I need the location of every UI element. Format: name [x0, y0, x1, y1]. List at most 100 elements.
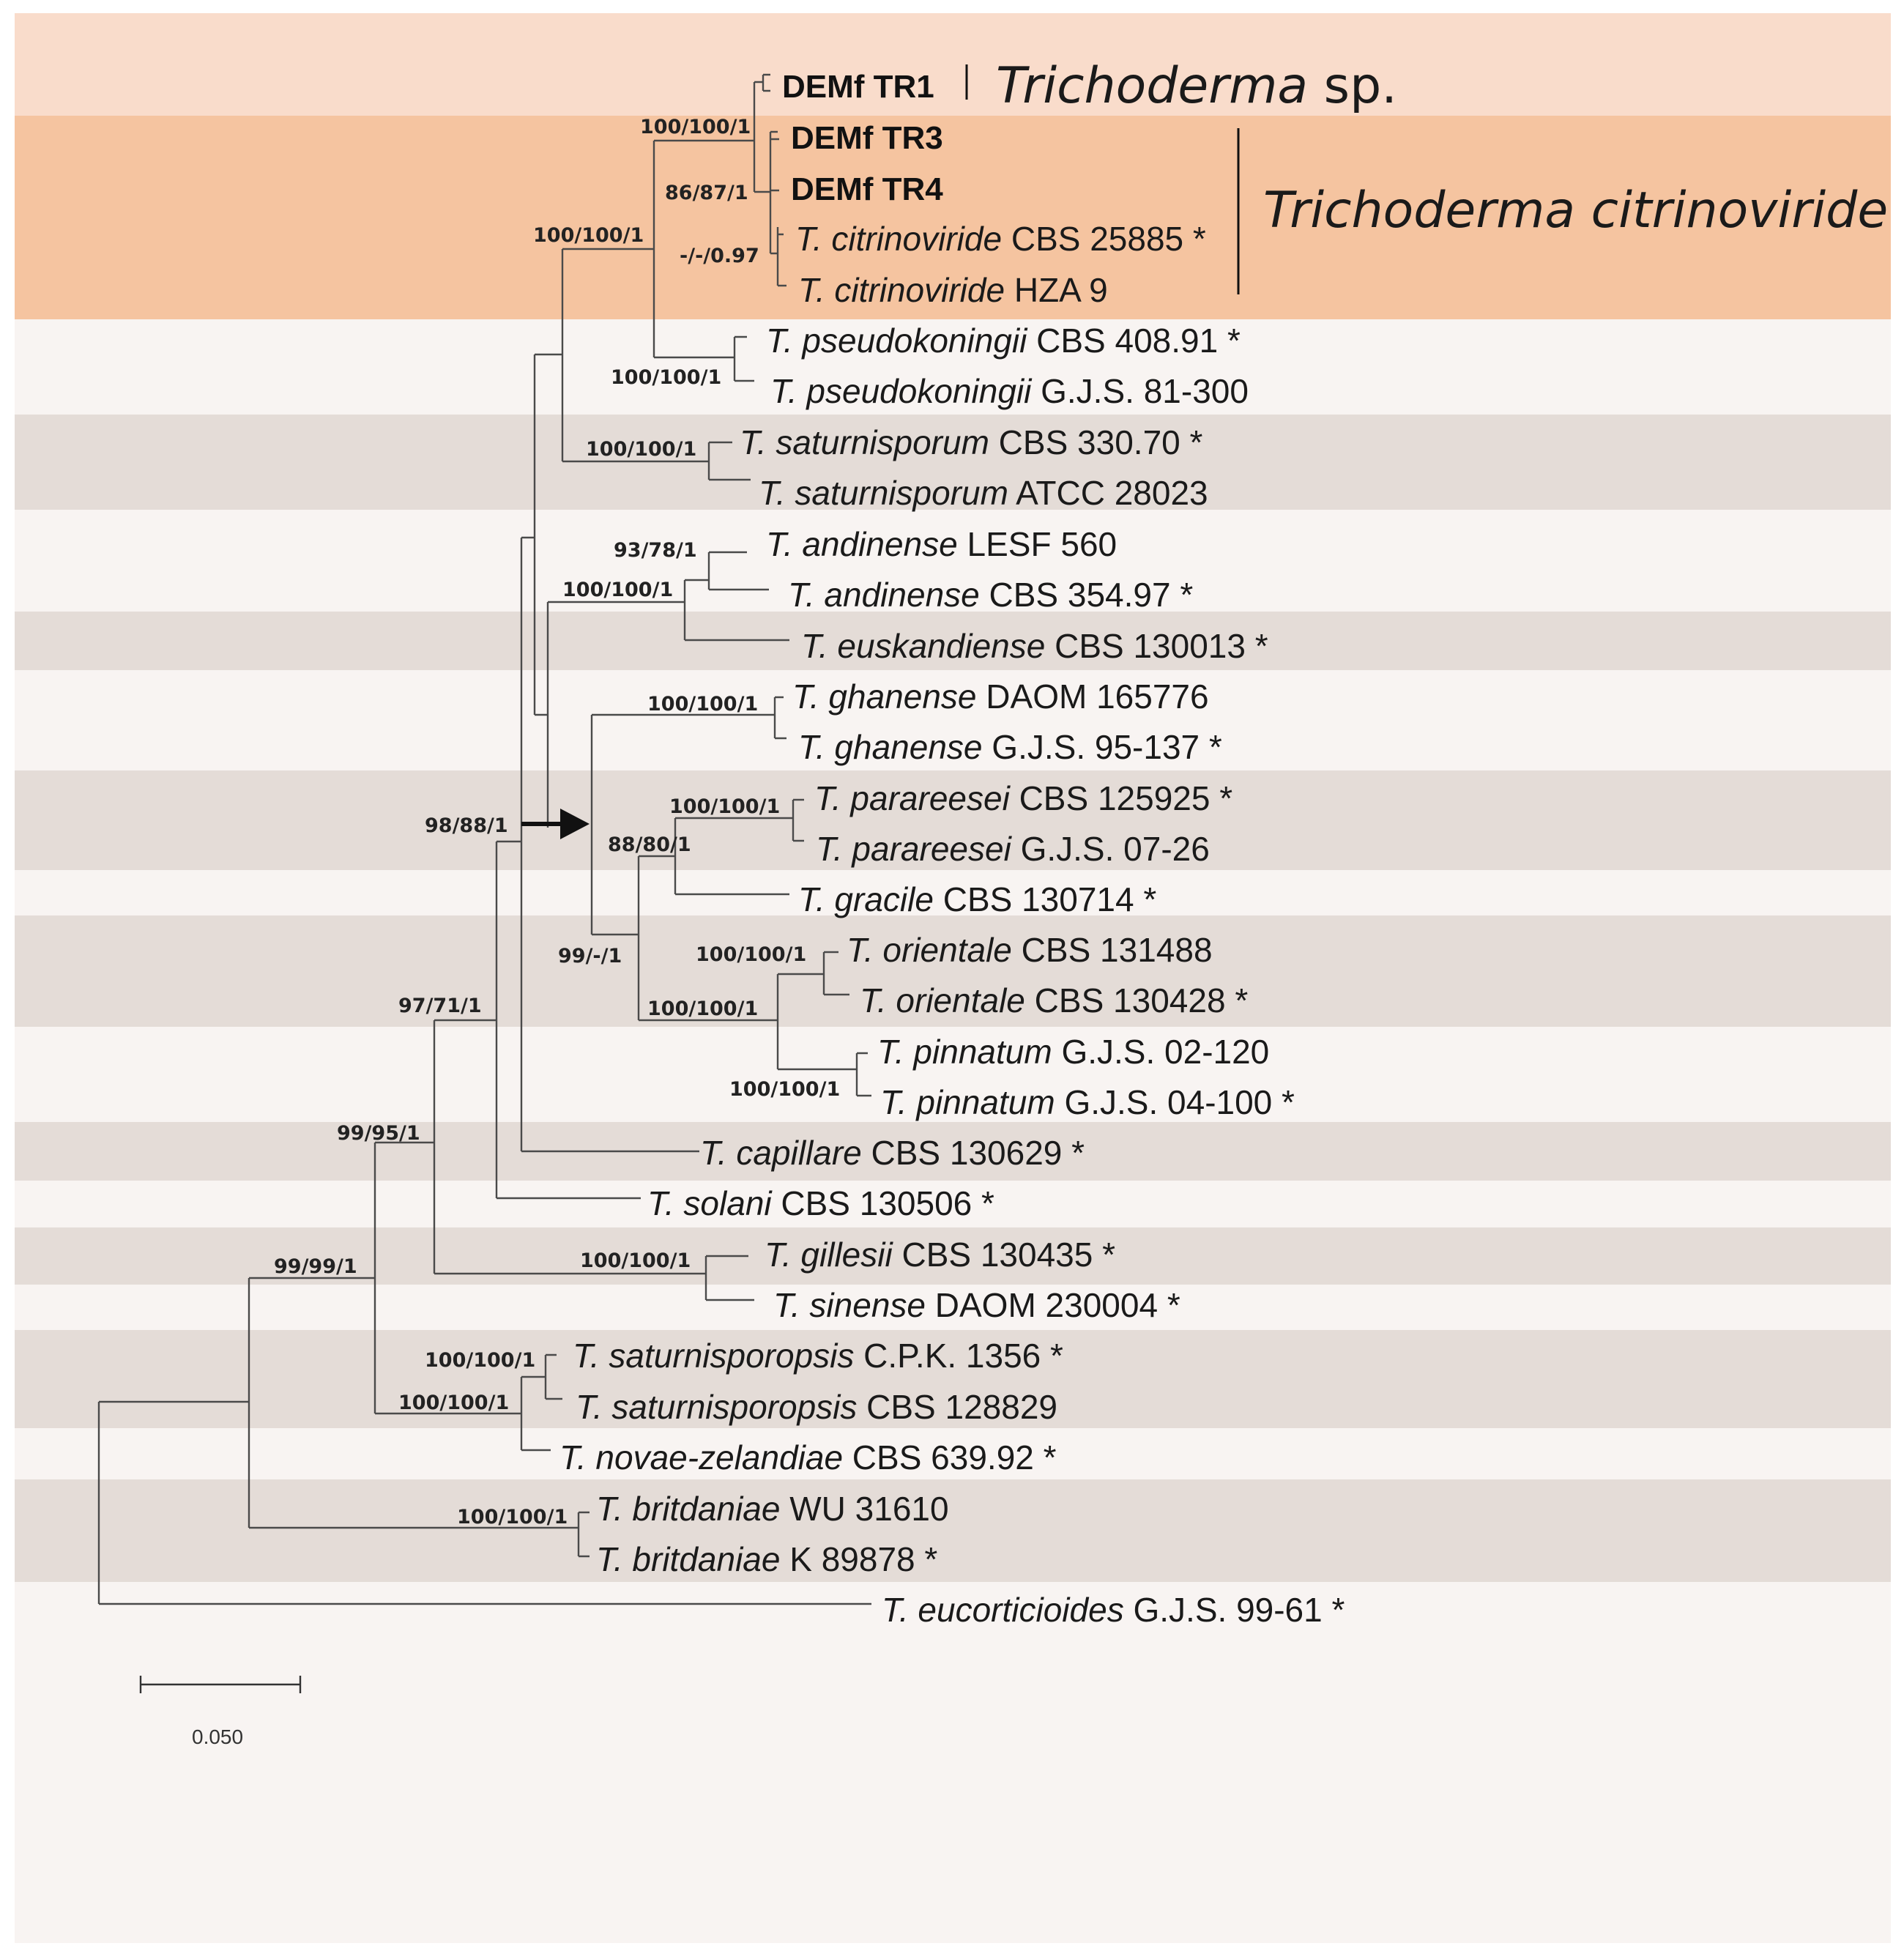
strain: CBS 130506 * [772, 1184, 994, 1222]
species: T. solani [647, 1184, 773, 1222]
strain: LESF 560 [958, 525, 1117, 563]
species: T. pseudokoningii [766, 322, 1028, 360]
support-value: 93/78/1 [614, 539, 697, 562]
branch-ghanense [773, 696, 786, 740]
taxon-tr4: DEMf TR4 [791, 171, 943, 207]
band-euskandiense [15, 612, 1891, 670]
species: T. capillare [700, 1134, 862, 1172]
support-value: 99/-/1 [558, 945, 622, 967]
strain: CBS 408.91 * [1027, 322, 1241, 360]
branch-tr3-tr4 [770, 138, 779, 192]
branch-ghanense-group [590, 713, 775, 936]
band-capillare [15, 1122, 1891, 1181]
scale-bar-label: 0.050 [192, 1725, 243, 1748]
strain: CBS 25885 * [1002, 220, 1206, 258]
support-value: 100/100/1 [457, 1506, 568, 1528]
band-parareesei [15, 770, 1891, 870]
support-value: 100/100/1 [669, 795, 780, 818]
species: T. pinnatum [877, 1033, 1052, 1071]
taxon-sin: T. sinense DAOM 230004 * [773, 1286, 1180, 1324]
taxon-cap: T. capillare CBS 130629 * [700, 1134, 1085, 1172]
strain: G.J.S. 99-61 * [1124, 1591, 1345, 1629]
branch-88-80 [674, 817, 793, 896]
arrow-head [560, 809, 590, 839]
support-value: 100/100/1 [580, 1249, 691, 1272]
strain: G.J.S. 04-100 * [1055, 1083, 1295, 1121]
branch-99-1 [637, 855, 778, 1022]
branch-pseudokoningii [733, 335, 754, 382]
band-saturnisporopsis [15, 1330, 1891, 1428]
taxon-tr3: DEMf TR3 [791, 120, 943, 156]
strain: G.J.S. 02-120 [1052, 1033, 1270, 1071]
branch-sps-nov [520, 1375, 551, 1452]
taxon-par2: T. parareesei G.J.S. 07-26 [816, 830, 1210, 868]
species: T. gillesii [765, 1236, 893, 1274]
support-value: 100/100/1 [647, 998, 758, 1020]
branch-parareesei [792, 798, 804, 842]
strain: CBS 330.70 * [989, 423, 1203, 461]
branch-99-95 [373, 1141, 521, 1415]
strain: CBS 639.92 * [843, 1438, 1057, 1476]
support-value: 100/100/1 [562, 579, 673, 601]
species: T. saturnisporum [759, 474, 1008, 512]
branch-pinnatum [855, 1052, 871, 1097]
taxon-labels: DEMf TR1 DEMf TR3 DEMf TR4 T. citrinovir… [559, 69, 1345, 1629]
species: T. euskandiense [801, 627, 1045, 665]
branch-saturnisporopsis [544, 1353, 562, 1400]
taxon-sps2: T. saturnisporopsis CBS 128829 [576, 1388, 1057, 1426]
taxon-pse1: T. pseudokoningii CBS 408.91 * [766, 322, 1241, 360]
species: T. gracile [798, 880, 934, 918]
species: T. ghanense [798, 728, 983, 766]
branch-99-99 [248, 1277, 579, 1529]
support-value: 100/100/1 [586, 438, 696, 461]
branch-tr-clade [753, 81, 770, 193]
strain: CBS 130428 * [1025, 981, 1248, 1019]
branch-andinense [707, 551, 769, 591]
branch-cit-sat [561, 248, 709, 463]
branch-86 [769, 130, 778, 253]
species: T. parareesei [816, 830, 1013, 868]
support-value: 99/99/1 [274, 1255, 357, 1278]
branch-saturnisporum [707, 441, 751, 481]
taxon-ori2: T. orientale CBS 130428 * [860, 981, 1248, 1019]
strain: C.P.K. 1356 * [854, 1337, 1063, 1375]
strain: CBS 125925 * [1010, 779, 1232, 817]
taxon-gha1: T. ghanense DAOM 165776 [792, 677, 1209, 716]
strain: WU 31610 [780, 1490, 948, 1528]
support-value: -/-/0.97 [680, 245, 759, 267]
strain: CBS 354.97 * [980, 576, 1194, 614]
species: T. citrinoviride [798, 271, 1005, 309]
support-values: 100/100/1 86/87/1 -/-/0.97 100/100/1 100… [274, 116, 840, 1528]
branch-britdaniae [577, 1511, 590, 1558]
species: T. saturnisporopsis [573, 1337, 854, 1375]
strain: G.J.S. 81-300 [1031, 372, 1249, 410]
support-value: 100/100/1 [398, 1392, 509, 1414]
species: T. britdaniae [596, 1540, 780, 1578]
strain: HZA 9 [1005, 271, 1108, 309]
species: T. orientale [847, 931, 1012, 969]
branch-and-eus [683, 579, 789, 642]
band-britdaniae [15, 1479, 1891, 1582]
taxon-pin2: T. pinnatum G.J.S. 04-100 * [880, 1083, 1295, 1121]
support-value: 100/100/1 [425, 1349, 535, 1372]
branch-citrinoviride [770, 227, 786, 287]
strain: G.J.S. 07-26 [1011, 830, 1210, 868]
band-orientale [15, 915, 1891, 1027]
taxon-sat2: T. saturnisporum ATCC 28023 [759, 474, 1208, 512]
support-value: 100/100/1 [640, 116, 751, 138]
species: T. novae-zelandiae [559, 1438, 843, 1476]
species: T. pinnatum [880, 1083, 1055, 1121]
branch-upper [533, 353, 562, 716]
taxon-eus: T. euskandiense CBS 130013 * [801, 627, 1268, 665]
support-value: 100/100/1 [729, 1078, 840, 1101]
band-gillesii [15, 1227, 1891, 1285]
strain: CBS 130435 * [893, 1236, 1115, 1274]
taxon-tr1: DEMf TR1 [782, 69, 934, 105]
clade-label-citrinoviride: Trichoderma citrinoviride [1263, 182, 1888, 239]
branch-root [97, 1400, 871, 1605]
support-value: 97/71/1 [398, 995, 482, 1017]
support-value: 100/100/1 [533, 224, 644, 247]
clade-bars [965, 64, 1240, 294]
band-saturnisporum [15, 415, 1891, 510]
